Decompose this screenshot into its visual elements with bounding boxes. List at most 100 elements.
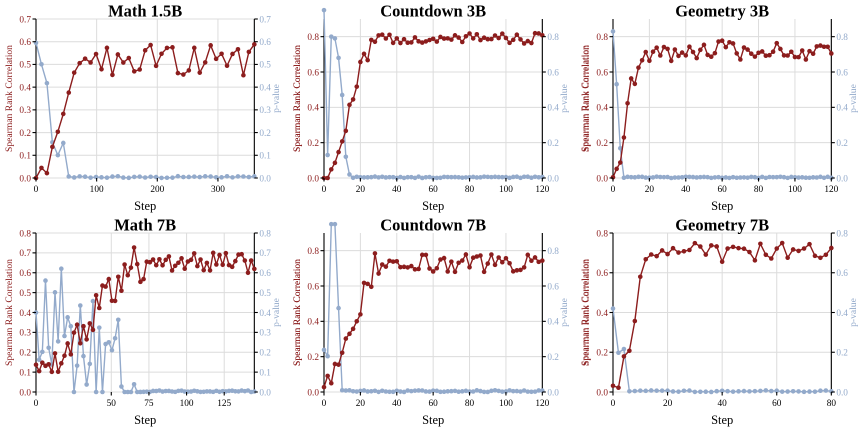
svg-text:0.1: 0.1: [259, 368, 271, 378]
svg-text:100: 100: [180, 399, 194, 409]
svg-text:20: 20: [356, 185, 366, 195]
svg-text:Math 7B: Math 7B: [114, 216, 176, 235]
svg-text:Spearman Rank Correlation: Spearman Rank Correlation: [292, 45, 303, 152]
svg-text:Spearman Rank Correlation: Spearman Rank Correlation: [292, 259, 303, 366]
svg-text:Countdown 3B: Countdown 3B: [381, 2, 487, 21]
svg-text:0.5: 0.5: [19, 61, 31, 71]
svg-text:80: 80: [465, 185, 475, 195]
svg-text:0.2: 0.2: [596, 349, 608, 359]
svg-text:Step: Step: [134, 199, 156, 213]
svg-text:0.6: 0.6: [19, 38, 31, 48]
svg-text:0.8: 0.8: [308, 33, 320, 43]
svg-text:60: 60: [429, 185, 439, 195]
svg-text:40: 40: [392, 185, 402, 195]
svg-text:Geometry 7B: Geometry 7B: [675, 216, 769, 235]
svg-text:0.8: 0.8: [596, 33, 608, 43]
svg-text:p-value: p-value: [271, 298, 282, 327]
svg-text:Step: Step: [422, 199, 444, 213]
svg-text:0.8: 0.8: [308, 247, 320, 257]
svg-text:0.1: 0.1: [19, 368, 31, 378]
svg-text:0: 0: [610, 185, 615, 195]
svg-text:0.1: 0.1: [259, 152, 271, 162]
svg-text:0.4: 0.4: [259, 309, 271, 319]
svg-text:80: 80: [826, 399, 836, 409]
svg-text:0.8: 0.8: [836, 33, 848, 43]
svg-text:0.5: 0.5: [259, 61, 271, 71]
svg-text:0.4: 0.4: [308, 318, 320, 328]
svg-text:0.3: 0.3: [19, 329, 31, 339]
svg-text:0.7: 0.7: [19, 15, 31, 25]
svg-text:Geometry 3B: Geometry 3B: [675, 2, 769, 21]
svg-text:0.0: 0.0: [19, 174, 31, 184]
svg-text:Countdown 7B: Countdown 7B: [381, 216, 487, 235]
svg-text:0.2: 0.2: [836, 139, 848, 149]
svg-text:0.0: 0.0: [308, 388, 320, 398]
svg-text:40: 40: [392, 399, 402, 409]
svg-text:100: 100: [499, 185, 513, 195]
svg-text:0.6: 0.6: [548, 68, 560, 78]
svg-text:Spearman Rank Correlation: Spearman Rank Correlation: [4, 45, 15, 152]
svg-text:p-value: p-value: [847, 298, 858, 327]
svg-text:0.2: 0.2: [19, 349, 31, 359]
svg-text:0.7: 0.7: [259, 15, 271, 25]
svg-text:0.0: 0.0: [259, 174, 271, 184]
svg-text:0.0: 0.0: [836, 174, 848, 184]
svg-text:0.3: 0.3: [259, 329, 271, 339]
svg-text:20: 20: [644, 185, 654, 195]
svg-text:0.2: 0.2: [308, 139, 320, 149]
svg-text:120: 120: [824, 185, 838, 195]
svg-text:0.8: 0.8: [836, 229, 848, 239]
svg-text:0.2: 0.2: [548, 353, 560, 363]
svg-text:120: 120: [536, 399, 550, 409]
svg-text:Step: Step: [711, 413, 733, 427]
svg-text:80: 80: [754, 185, 764, 195]
svg-text:0.7: 0.7: [259, 249, 271, 259]
svg-text:0.4: 0.4: [836, 104, 848, 114]
svg-text:60: 60: [717, 185, 727, 195]
svg-text:0.3: 0.3: [19, 106, 31, 116]
svg-text:0.2: 0.2: [836, 349, 848, 359]
svg-text:80: 80: [465, 399, 475, 409]
svg-text:40: 40: [717, 399, 727, 409]
svg-text:p-value: p-value: [271, 84, 282, 113]
svg-text:0: 0: [34, 399, 39, 409]
svg-text:0: 0: [322, 185, 327, 195]
svg-text:120: 120: [536, 185, 550, 195]
svg-text:0.2: 0.2: [19, 129, 31, 139]
svg-text:0.8: 0.8: [548, 33, 560, 43]
svg-text:0.5: 0.5: [259, 289, 271, 299]
svg-text:0.6: 0.6: [596, 269, 608, 279]
svg-text:Step: Step: [422, 413, 444, 427]
svg-text:0.6: 0.6: [259, 38, 271, 48]
svg-text:0: 0: [34, 185, 39, 195]
svg-text:60: 60: [429, 399, 439, 409]
svg-text:0.0: 0.0: [548, 174, 560, 184]
svg-text:60: 60: [772, 399, 782, 409]
svg-text:100: 100: [90, 185, 104, 195]
svg-text:0.6: 0.6: [19, 269, 31, 279]
svg-text:Step: Step: [134, 413, 156, 427]
svg-text:Spearman Rank Correlation: Spearman Rank Correlation: [4, 259, 15, 366]
svg-text:0.4: 0.4: [259, 83, 271, 93]
svg-text:0.0: 0.0: [596, 388, 608, 398]
svg-text:0.4: 0.4: [596, 104, 608, 114]
svg-text:0.8: 0.8: [19, 229, 31, 239]
svg-text:0.6: 0.6: [548, 282, 560, 292]
svg-text:0.4: 0.4: [596, 309, 608, 319]
svg-text:0.2: 0.2: [259, 349, 271, 359]
svg-text:0.0: 0.0: [548, 388, 560, 398]
svg-text:0.4: 0.4: [548, 318, 560, 328]
svg-text:40: 40: [681, 185, 691, 195]
svg-text:0.0: 0.0: [596, 174, 608, 184]
svg-text:p-value: p-value: [559, 298, 570, 327]
svg-text:0.4: 0.4: [19, 83, 31, 93]
svg-text:0.2: 0.2: [259, 129, 271, 139]
svg-text:0.4: 0.4: [548, 104, 560, 114]
svg-text:0.2: 0.2: [308, 353, 320, 363]
svg-text:0.4: 0.4: [836, 309, 848, 319]
svg-text:0: 0: [610, 399, 615, 409]
svg-text:0.6: 0.6: [596, 68, 608, 78]
svg-text:0.6: 0.6: [836, 68, 848, 78]
svg-text:Math 1.5B: Math 1.5B: [108, 2, 182, 21]
svg-text:Spearman Rank Correlation: Spearman Rank Correlation: [581, 45, 592, 152]
